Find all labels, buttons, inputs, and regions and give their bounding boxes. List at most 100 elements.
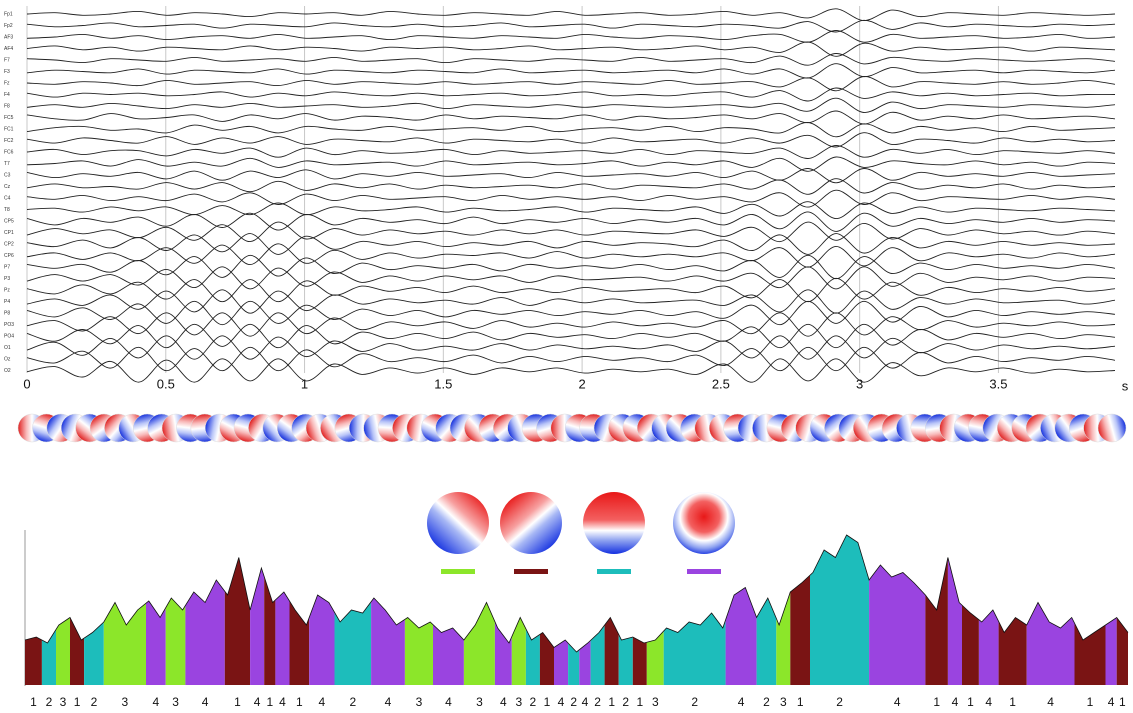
segment-label: 4 [952,695,959,709]
channel-label: F3 [4,69,10,75]
eeg-trace [26,122,1116,138]
x-tick-label: 1.5 [434,376,452,391]
eeg-trace [26,346,1116,372]
x-tick-label: 0 [23,376,30,391]
channel-label: CP1 [4,230,14,236]
eeg-trace [26,41,1116,57]
microstate-segment [371,598,405,685]
microstate-segment [1026,602,1075,685]
microstate-segment [725,587,757,685]
channel-label: FC1 [4,126,14,132]
eeg-trace [26,76,1116,92]
microstate-segment [264,576,276,685]
eeg-trace [26,335,1116,360]
microstate-segment [947,557,962,685]
channel-label: PO4 [4,333,14,339]
channel-label: P7 [4,264,10,270]
eeg-trace [26,323,1116,349]
x-axis-label: s [1122,378,1129,393]
x-tick-label: 0.5 [157,376,175,391]
segment-label: 2 [570,695,577,709]
microstate-segment [84,622,104,685]
eeg-trace [26,221,1116,243]
segment-label: 4 [558,695,565,709]
eeg-trace [26,19,1116,33]
segment-label: 3 [652,695,659,709]
microstate-segment [41,629,56,685]
channel-label: O1 [4,345,11,351]
segment-label: 4 [279,695,286,709]
microstate-segment [70,617,85,685]
legend-swatch [514,569,548,574]
segment-label: 3 [122,695,129,709]
segment-label: 2 [46,695,53,709]
microstate-segment [663,613,726,685]
channel-label: P4 [4,299,10,305]
legend-swatch [597,569,631,574]
segment-label: 2 [91,695,98,709]
segment-label: 3 [172,695,179,709]
microstate-segment [309,595,335,685]
eeg-trace [26,132,1116,148]
legend-swatch [687,569,721,574]
segment-label: 1 [797,695,804,709]
x-tick-label: 3.5 [989,376,1007,391]
segment-label: 1 [30,695,37,709]
segment-label: 1 [1009,695,1016,709]
segment-label: 4 [1047,695,1054,709]
microstate-segment [494,621,512,685]
segment-label: 2 [691,695,698,709]
channel-label: CP6 [4,253,14,259]
channel-label: CP2 [4,241,14,247]
eeg-trace [26,233,1116,255]
segment-label: 1 [296,695,303,709]
microstate-segment [962,605,979,685]
segment-label: 1 [608,695,615,709]
microstate-segment [998,617,1027,685]
segment-label: 1 [1087,695,1094,709]
channel-label: Cz [4,184,11,190]
x-tick-label: 3 [856,376,863,391]
segment-label: 4 [152,695,159,709]
channel-label: FC2 [4,138,14,144]
microstate-segment [978,610,999,685]
eeg-trace [26,243,1116,268]
eeg-trace [26,254,1116,280]
microstate-map [427,492,489,554]
microstate-segment [146,601,166,685]
channel-label: C3 [4,172,11,178]
channel-label: P3 [4,276,10,282]
eeg-trace [26,312,1116,337]
microstate-segment [568,643,580,685]
microstate-segment [525,628,540,685]
eeg-trace [26,168,1116,184]
microstate-segment [463,602,495,685]
microstate-segment [579,640,591,685]
channel-label: FC6 [4,149,14,155]
segment-label: 4 [319,695,326,709]
channel-label: C4 [4,195,11,201]
microstate-map [500,492,562,554]
segment-label: 1 [933,695,940,709]
microstate-map [583,492,645,554]
segment-label: 1 [1119,695,1126,709]
eeg-trace [26,97,1116,113]
microstate-segment [790,575,810,685]
eeg-trace [26,178,1116,195]
segment-label: 1 [636,695,643,709]
topo-strip [17,413,1127,443]
segment-label: 1 [234,695,241,709]
microstate-segment [224,557,251,685]
segment-label: 2 [594,695,601,709]
segment-label: 4 [1108,695,1115,709]
microstate-segment [925,557,948,685]
channel-label: T7 [4,161,10,167]
segment-label: 1 [266,695,273,709]
channel-label: F7 [4,57,10,63]
microstate-segment [646,631,664,685]
eeg-trace [26,145,1116,159]
segment-label: 3 [60,695,67,709]
segment-label: 2 [836,695,843,709]
gfp-line [24,534,1129,653]
eeg-trace [26,300,1116,326]
